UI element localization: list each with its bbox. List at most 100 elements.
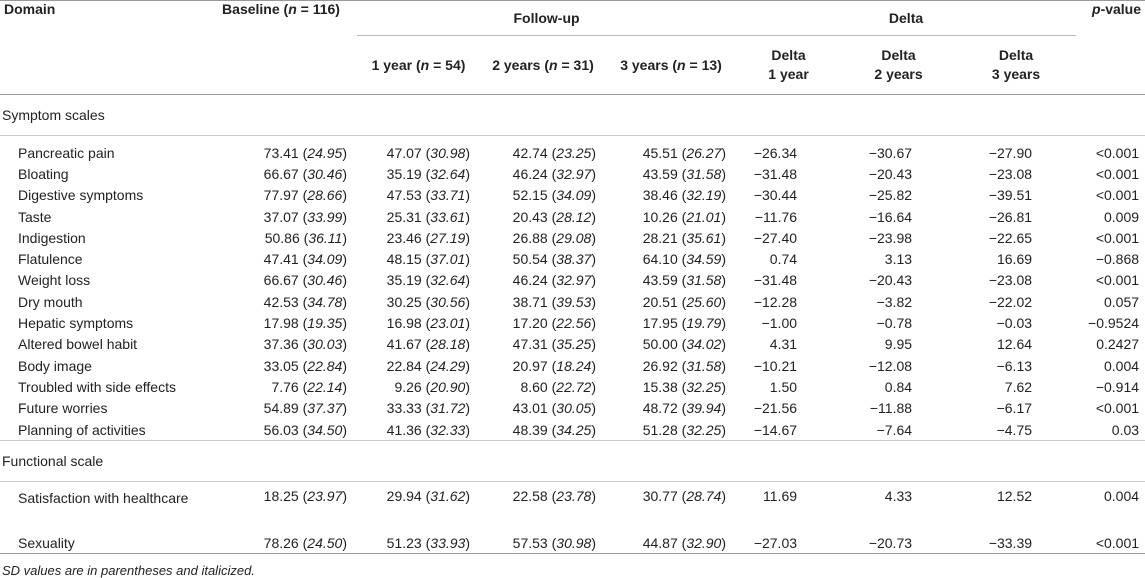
- table-row: Indigestion 50.86 (36.11) 23.46 (27.19) 26.…: [0, 227, 1145, 248]
- followup-2y-cell: 8.60 (22.72): [520, 378, 596, 395]
- pvalue-cell: 0.2427: [1096, 336, 1140, 353]
- followup-2y-cell: 20.43 (28.12): [512, 208, 596, 225]
- pvalue-cell: −0.914: [1095, 378, 1140, 395]
- table-row: Satisfaction with healthcare 18.25 (23.97…: [0, 482, 1145, 533]
- baseline-cell: 17.98 (19.35): [263, 315, 347, 332]
- followup-3y-cell: 38.46 (32.19): [642, 187, 727, 204]
- header-delta-3y: Delta 3 years: [956, 35, 1077, 95]
- delta-2y-cell: −20.73: [841, 532, 957, 555]
- delta-2y-cell: −20.43: [868, 165, 913, 182]
- row-label: Sexuality: [0, 532, 205, 555]
- delta-3y-cell: −6.13: [996, 357, 1033, 374]
- table-row: Sexuality 78.26 (24.50) 51.23 (33.93) 57.53…: [0, 532, 1145, 555]
- row-label: Taste: [18, 208, 52, 225]
- followup-3y-cell: 10.26 (21.01): [642, 208, 727, 225]
- header-pvalue: p-value: [1076, 0, 1145, 95]
- delta-3y-cell: 12.64: [996, 336, 1033, 353]
- followup-2y-cell: 57.53 (30.98): [480, 532, 606, 555]
- delta-3y-cell: −39.51: [988, 187, 1033, 204]
- row-label: Future worries: [18, 400, 108, 417]
- baseline-cell: 73.41 (24.95): [263, 144, 347, 161]
- delta-1y-cell: −1.00: [761, 315, 798, 332]
- table-row: Troubled with side effects 7.76 (22.14) 9.…: [0, 376, 1145, 397]
- followup-3y-cell: 43.59 (31.58): [642, 272, 727, 289]
- followup-3y-cell: 48.72 (39.94): [642, 400, 727, 417]
- followup-2y-cell: 50.54 (38.37): [512, 251, 596, 268]
- delta-1y-cell: −27.40: [753, 229, 798, 246]
- pvalue-cell: <0.001: [1095, 187, 1140, 204]
- delta-2y-cell: −30.67: [868, 144, 913, 161]
- delta-3y-cell: −22.65: [988, 229, 1033, 246]
- followup-3y-cell: 45.51 (26.27): [642, 144, 727, 161]
- delta-2y-cell: 9.95: [884, 336, 913, 353]
- pvalue-cell: <0.001: [1095, 400, 1140, 417]
- header-domain: Domain: [0, 0, 205, 95]
- followup-2y-cell: 52.15 (34.09): [512, 187, 596, 204]
- results-table: Domain Baseline (n = 116) Follow-up Delt…: [0, 0, 1145, 555]
- header-followup-1y: 1 year (n = 54): [357, 35, 480, 95]
- table-row: Future worries 54.89 (37.37) 33.33 (31.72)…: [0, 398, 1145, 419]
- row-label: Satisfaction with healthcare: [18, 490, 189, 507]
- baseline-cell: 42.53 (34.78): [263, 293, 347, 310]
- delta-1y-cell: 1.50: [769, 378, 798, 395]
- followup-2y-cell: 20.97 (18.24): [512, 357, 596, 374]
- header-followup-3y: 3 years (n = 13): [606, 35, 737, 95]
- followup-1y-cell: 33.33 (31.72): [386, 400, 470, 417]
- followup-2y-cell: 48.39 (34.25): [480, 418, 606, 442]
- header-followup-2y: 2 years (n = 31): [480, 35, 606, 95]
- delta-2y-cell: −20.43: [868, 272, 913, 289]
- table-row: Body image 33.05 (22.84) 22.84 (24.29) 20.9…: [0, 355, 1145, 376]
- section-row: Functional scale: [0, 440, 1145, 483]
- header-delta: Delta: [736, 0, 1077, 36]
- pvalue-cell: 0.009: [1103, 208, 1140, 225]
- row-label: Planning of activities: [0, 418, 205, 442]
- followup-2y-cell: 46.24 (32.97): [512, 272, 596, 289]
- baseline-cell: 66.67 (30.46): [263, 165, 347, 182]
- row-label: Hepatic symptoms: [18, 315, 134, 332]
- delta-1y-cell: −14.67: [736, 418, 842, 442]
- followup-1y-cell: 9.26 (20.90): [394, 378, 470, 395]
- followup-1y-cell: 47.07 (30.98): [386, 144, 470, 161]
- table-row: Digestive symptoms 77.97 (28.66) 47.53 (33…: [0, 185, 1145, 206]
- row-label: Body image: [18, 357, 92, 374]
- delta-3y-cell: −0.03: [996, 315, 1033, 332]
- baseline-cell: 50.86 (36.11): [264, 229, 347, 246]
- row-label: Altered bowel habit: [18, 336, 138, 353]
- followup-1y-cell: 35.19 (32.64): [386, 272, 470, 289]
- delta-2y-cell: −0.78: [876, 315, 913, 332]
- followup-3y-cell: 26.92 (31.58): [642, 357, 727, 374]
- followup-1y-cell: 22.84 (24.29): [386, 357, 470, 374]
- followup-1y-cell: 25.31 (33.61): [386, 208, 470, 225]
- followup-3y-cell: 17.95 (19.79): [642, 315, 727, 332]
- delta-3y-cell: 16.69: [996, 251, 1033, 268]
- table-row: Weight loss 66.67 (30.46) 35.19 (32.64) 46.…: [0, 270, 1145, 291]
- table-row: Hepatic symptoms 17.98 (19.35) 16.98 (23.0…: [0, 312, 1145, 333]
- table-row: Altered bowel habit 37.36 (30.03) 41.67 (2…: [0, 334, 1145, 355]
- section-row: Symptom scales: [0, 94, 1145, 136]
- row-label: Bloating: [18, 165, 69, 182]
- baseline-cell: 56.03 (34.50): [205, 418, 357, 442]
- delta-2y-cell: −23.98: [868, 229, 913, 246]
- delta-2y-cell: 0.84: [884, 378, 913, 395]
- pvalue-cell: 0.004: [1103, 488, 1140, 505]
- baseline-cell: 54.89 (37.37): [263, 400, 347, 417]
- delta-1y-cell: −26.34: [753, 144, 798, 161]
- pvalue-cell: 0.004: [1103, 357, 1140, 374]
- footnote: SD values are in parentheses and italici…: [2, 563, 255, 578]
- table-row: Flatulence 47.41 (34.09) 48.15 (37.01) 50.5…: [0, 248, 1145, 269]
- row-label: Indigestion: [18, 229, 86, 246]
- pvalue-cell: −0.9524: [1088, 315, 1140, 332]
- delta-3y-cell: −4.75: [956, 418, 1077, 442]
- followup-1y-cell: 47.53 (33.71): [386, 187, 470, 204]
- delta-2y-cell: 4.33: [884, 488, 913, 505]
- followup-2y-cell: 26.88 (29.08): [512, 229, 596, 246]
- baseline-cell: 37.36 (30.03): [263, 336, 347, 353]
- delta-3y-cell: −33.39: [956, 532, 1077, 555]
- delta-1y-cell: −21.56: [753, 400, 798, 417]
- delta-2y-cell: −12.08: [868, 357, 913, 374]
- delta-3y-cell: 7.62: [1004, 378, 1033, 395]
- baseline-cell: 66.67 (30.46): [263, 272, 347, 289]
- delta-2y-cell: 3.13: [884, 251, 913, 268]
- delta-1y-cell: 4.31: [769, 336, 798, 353]
- pvalue-cell: <0.001: [1095, 229, 1140, 246]
